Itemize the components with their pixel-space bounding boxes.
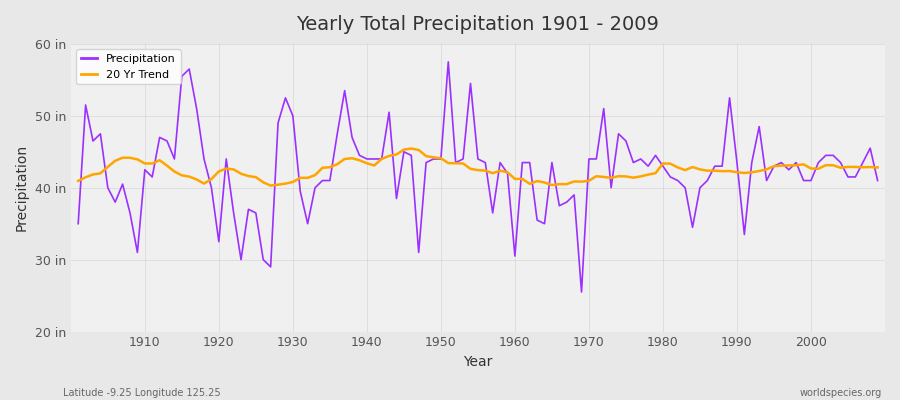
Text: worldspecies.org: worldspecies.org xyxy=(800,388,882,398)
X-axis label: Year: Year xyxy=(464,355,492,369)
20 Yr Trend xyxy=(872,165,883,170)
20 Yr Trend xyxy=(517,176,527,181)
Y-axis label: Precipitation: Precipitation xyxy=(15,144,29,231)
Text: Latitude -9.25 Longitude 125.25: Latitude -9.25 Longitude 125.25 xyxy=(63,388,220,398)
20 Yr Trend xyxy=(406,146,417,151)
Precipitation xyxy=(132,250,143,255)
Precipitation xyxy=(872,178,883,183)
Precipitation xyxy=(509,254,520,258)
20 Yr Trend xyxy=(73,178,84,183)
Line: Precipitation: Precipitation xyxy=(78,62,878,292)
Precipitation xyxy=(73,221,84,226)
20 Yr Trend xyxy=(525,181,535,186)
Precipitation xyxy=(576,290,587,294)
Precipitation xyxy=(613,131,624,136)
Precipitation xyxy=(517,160,527,165)
20 Yr Trend xyxy=(132,157,143,162)
20 Yr Trend xyxy=(346,156,357,161)
Line: 20 Yr Trend: 20 Yr Trend xyxy=(78,148,878,186)
20 Yr Trend xyxy=(266,183,276,188)
Legend: Precipitation, 20 Yr Trend: Precipitation, 20 Yr Trend xyxy=(76,50,181,84)
Precipitation xyxy=(295,189,306,194)
20 Yr Trend xyxy=(302,176,313,180)
20 Yr Trend xyxy=(613,174,624,179)
Precipitation xyxy=(443,60,454,64)
Precipitation xyxy=(339,88,350,93)
Title: Yearly Total Precipitation 1901 - 2009: Yearly Total Precipitation 1901 - 2009 xyxy=(296,15,660,34)
